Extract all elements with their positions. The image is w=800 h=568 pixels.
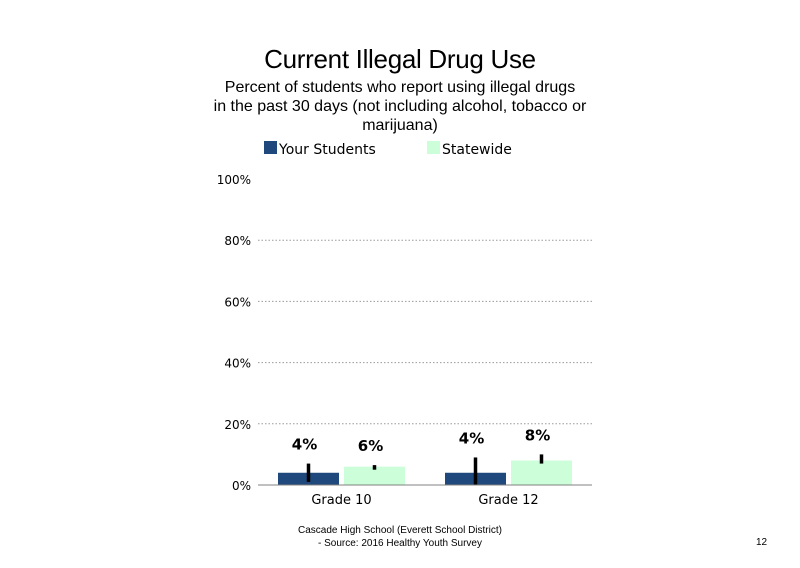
source-footer: Cascade High School (Everett School Dist… xyxy=(270,524,530,550)
y-axis: 0% 20% 40% 60% 80% 100% xyxy=(217,173,251,493)
gridlines xyxy=(258,239,592,425)
bars: 4% 6% 4% 8% xyxy=(278,426,572,485)
data-label: 8% xyxy=(525,426,550,444)
chart-legend: Your Students Statewide xyxy=(264,141,512,158)
page-number: 12 xyxy=(756,537,768,548)
legend-label: Your Students xyxy=(278,142,376,158)
y-tick-label: 20% xyxy=(224,418,251,432)
y-tick-label: 40% xyxy=(224,357,251,371)
chart-subtitle: Percent of students who report using ill… xyxy=(200,78,600,135)
data-label: 4% xyxy=(459,429,484,447)
x-tick-label: Grade 12 xyxy=(478,493,538,508)
subtitle-line: Percent of students who report using ill… xyxy=(224,79,576,96)
data-label: 6% xyxy=(358,437,383,455)
chart-title: Current Illegal Drug Use xyxy=(264,44,536,74)
x-axis: Grade 10 Grade 12 xyxy=(258,484,592,508)
legend-label: Statewide xyxy=(442,142,512,158)
legend-swatch xyxy=(264,141,277,154)
y-tick-label: 100% xyxy=(217,173,251,187)
subtitle-line: in the past 30 days (not including alcoh… xyxy=(213,98,587,115)
legend-swatch xyxy=(427,141,440,154)
bar xyxy=(511,460,572,485)
x-tick-label: Grade 10 xyxy=(311,493,371,508)
y-tick-label: 60% xyxy=(224,295,251,309)
subtitle-line: marijuana) xyxy=(362,117,438,134)
data-label: 4% xyxy=(292,436,317,454)
y-tick-label: 80% xyxy=(224,234,251,248)
footer-source: - Source: 2016 Healthy Youth Survey xyxy=(318,538,482,549)
y-tick-label: 0% xyxy=(232,479,251,493)
footer-school: Cascade High School (Everett School Dist… xyxy=(298,525,502,536)
bar xyxy=(344,466,405,485)
